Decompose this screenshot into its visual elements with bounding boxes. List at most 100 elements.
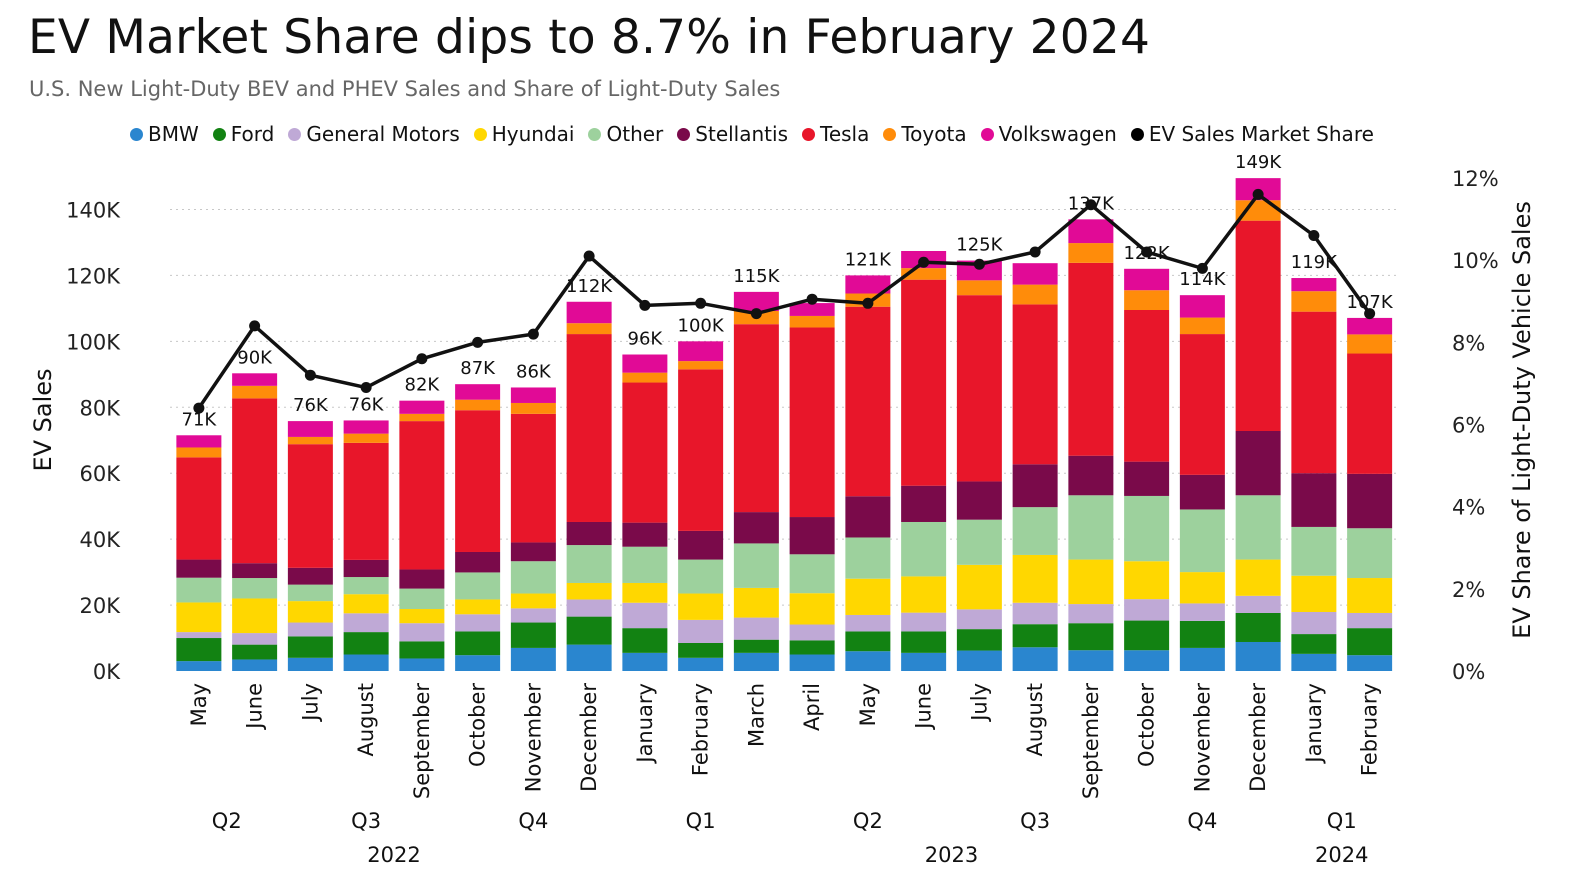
bar-segment-hyundai xyxy=(901,576,947,613)
bar-segment-stellantis xyxy=(343,559,389,578)
bar-segment-volkswagen xyxy=(566,301,612,324)
bar-segment-tesla xyxy=(1068,262,1114,456)
bar-segment-ford xyxy=(1012,624,1058,648)
bar-segment-hyundai xyxy=(622,582,668,603)
y2-tick-label: 10% xyxy=(1452,249,1499,273)
bar-segment-general-motors xyxy=(901,612,947,632)
bar-segment-general-motors xyxy=(956,609,1002,630)
bar-segment-ford xyxy=(566,616,612,645)
x-tick-label: February xyxy=(1358,683,1382,776)
bar-segment-tesla xyxy=(510,413,556,543)
bar-segment-toyota xyxy=(789,315,835,328)
x-tick-label: September xyxy=(1079,683,1103,799)
bar-total-label: 76K xyxy=(293,395,329,416)
bar-segment-toyota xyxy=(176,447,222,458)
bar-segment-tesla xyxy=(1012,304,1058,465)
legend-label: Tesla xyxy=(820,122,870,146)
y2-tick-label: 8% xyxy=(1452,331,1485,355)
bar-segment-stellantis xyxy=(566,521,612,546)
y2-tick-label: 2% xyxy=(1452,578,1485,602)
bar-segment-volkswagen xyxy=(1012,263,1058,285)
bar-segment-other xyxy=(789,554,835,594)
legend-label: Ford xyxy=(230,122,275,146)
legend-marker xyxy=(130,127,143,141)
bar-total-label: 100K xyxy=(678,315,725,336)
quarter-label: Q4 xyxy=(518,809,548,833)
bar-segment-bmw xyxy=(176,661,222,671)
bar-segment-ford xyxy=(399,641,445,659)
bar-segment-ford xyxy=(733,639,779,653)
x-tick-label: November xyxy=(521,683,545,793)
bar-segment-bmw xyxy=(343,654,389,671)
bar-segment-stellantis xyxy=(1068,455,1114,496)
bar-total-label: 86K xyxy=(516,361,552,382)
bar-segment-volkswagen xyxy=(1347,317,1393,335)
y-tick-label: 20K xyxy=(80,594,122,618)
bar-segment-stellantis xyxy=(622,522,668,547)
y-tick-label: 140K xyxy=(66,198,121,222)
bar-segment-tesla xyxy=(845,306,891,497)
bar-segment-hyundai xyxy=(510,593,556,609)
bar-segment-bmw xyxy=(232,659,278,671)
bar-segment-toyota xyxy=(1179,317,1225,335)
bar-segment-volkswagen xyxy=(510,387,556,403)
bar-segment-ford xyxy=(1235,612,1281,642)
bar-segment-tesla xyxy=(176,457,222,560)
market-share-point xyxy=(249,320,261,332)
bar-segment-ford xyxy=(455,631,501,656)
bar-segment-volkswagen xyxy=(1179,295,1225,318)
bar-segment-tesla xyxy=(1291,311,1337,474)
bar-segment-bmw xyxy=(901,652,947,671)
bar-total-label: 115K xyxy=(733,266,780,287)
legend-label: EV Sales Market Share xyxy=(1148,122,1374,146)
bar-segment-other xyxy=(399,588,445,610)
legend-marker xyxy=(980,127,994,141)
bar-segment-hyundai xyxy=(845,578,891,615)
bar-total-label: 96K xyxy=(628,329,664,350)
bar-segment-tesla xyxy=(733,324,779,513)
bar-segment-stellantis xyxy=(1179,474,1225,510)
market-share-point xyxy=(806,293,818,305)
legend-item: Other xyxy=(588,122,663,146)
legend-item: EV Sales Market Share xyxy=(1130,122,1374,146)
bar-segment-general-motors xyxy=(678,619,724,643)
market-share-point xyxy=(527,328,539,340)
bar-segment-volkswagen xyxy=(343,420,389,434)
bar-segment-other xyxy=(678,559,724,594)
bar-segment-general-motors xyxy=(789,624,835,641)
bar-segment-hyundai xyxy=(1291,575,1337,612)
bar-segment-other xyxy=(455,572,501,600)
bar-segment-bmw xyxy=(510,647,556,671)
market-share-point xyxy=(1252,188,1264,200)
bar-segment-hyundai xyxy=(399,609,445,624)
bar-segment-stellantis xyxy=(1347,473,1393,529)
bar-segment-volkswagen xyxy=(1068,219,1114,244)
quarter-label: Q4 xyxy=(1187,809,1217,833)
bar-total-label: 107K xyxy=(1347,292,1394,313)
x-tick-label: January xyxy=(1302,683,1326,765)
bar-total-label: 122K xyxy=(1124,243,1171,264)
bar-segment-bmw xyxy=(1068,650,1114,671)
bar-segment-stellantis xyxy=(1291,473,1337,527)
legend-label: BMW xyxy=(148,122,199,146)
legend-marker xyxy=(802,127,815,141)
bar-segment-stellantis xyxy=(510,542,556,562)
bar-segment-general-motors xyxy=(1347,612,1393,629)
bar-segment-bmw xyxy=(956,650,1002,671)
bar-segment-toyota xyxy=(1291,291,1337,312)
bar-segment-general-motors xyxy=(1124,599,1170,621)
bar-segment-other xyxy=(1291,526,1337,576)
x-tick-label: August xyxy=(1023,683,1047,757)
bar-segment-toyota xyxy=(1347,334,1393,354)
x-tick-label: August xyxy=(354,683,378,757)
bar-segment-general-motors xyxy=(622,602,668,629)
legend-item: Hyundai xyxy=(473,122,574,146)
bar-segment-ford xyxy=(343,632,389,655)
bar-segment-tesla xyxy=(232,398,278,564)
bar-total-label: 114K xyxy=(1179,269,1226,290)
bar-segment-tesla xyxy=(901,279,947,486)
year-label: 2022 xyxy=(367,843,420,867)
legend-item: Toyota xyxy=(883,122,967,146)
bar-segment-ford xyxy=(1124,620,1170,651)
bar-segment-other xyxy=(343,577,389,595)
